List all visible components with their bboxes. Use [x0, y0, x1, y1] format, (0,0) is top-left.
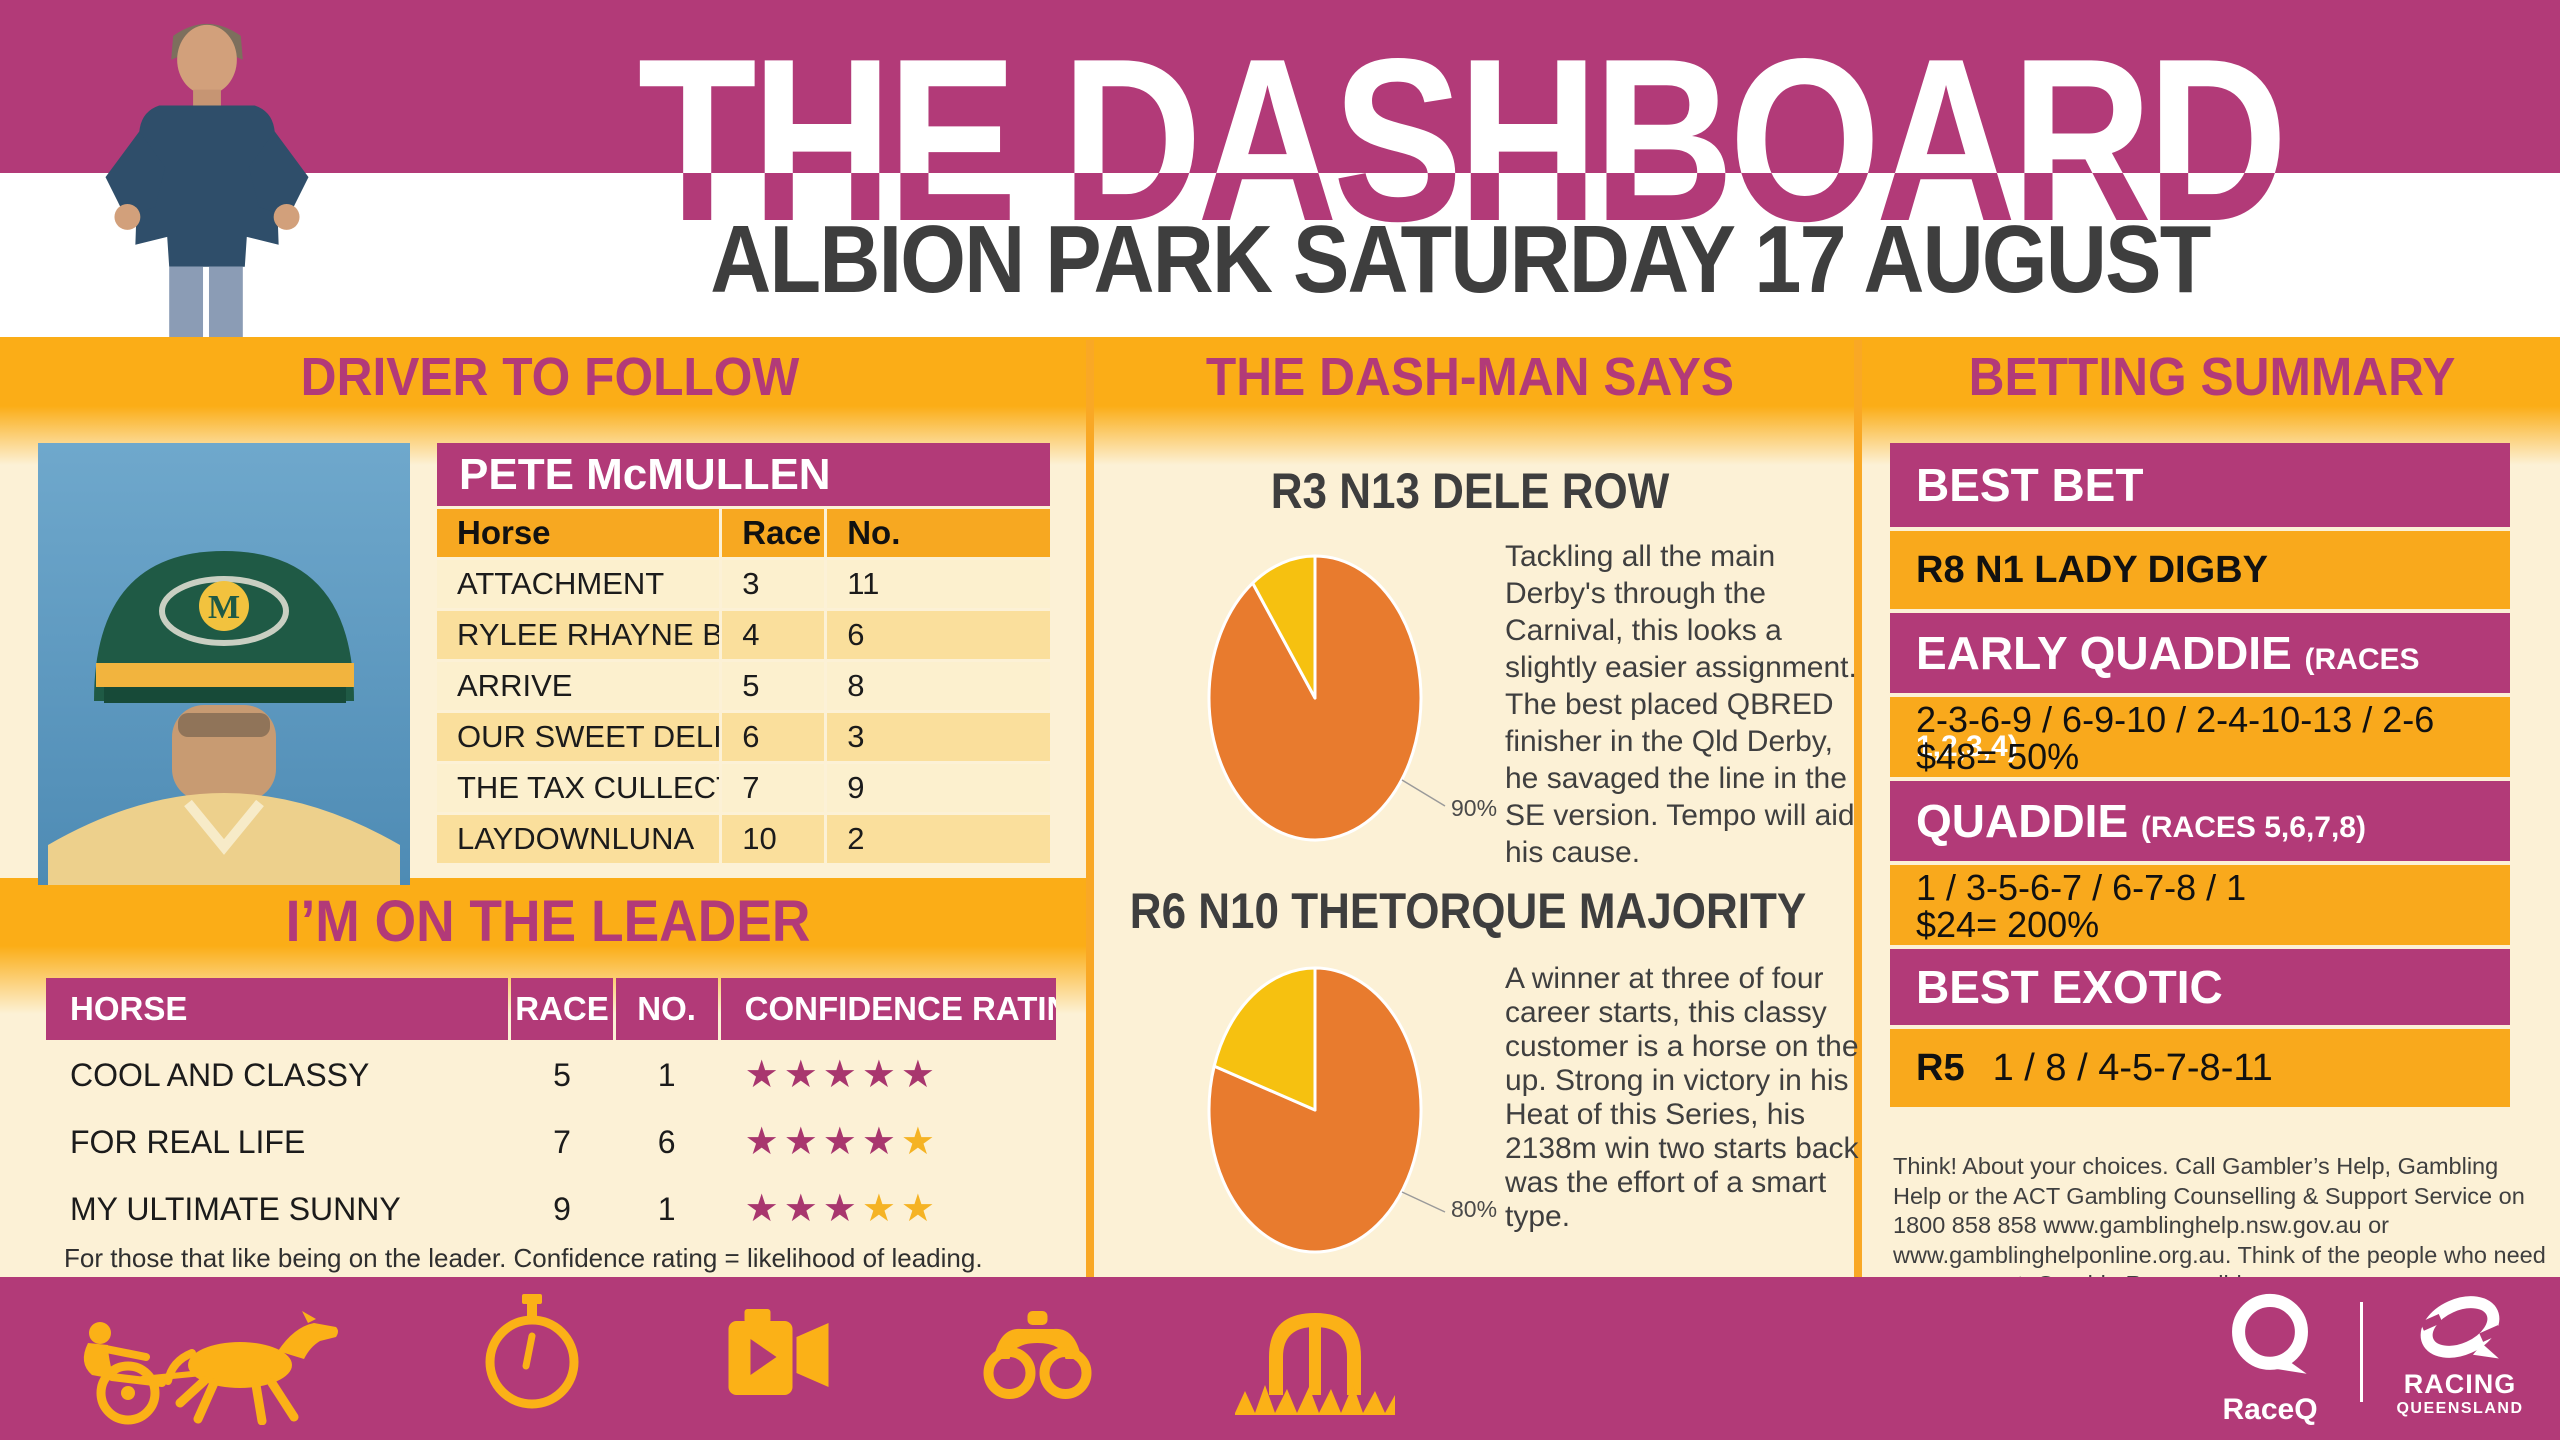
masthead-band — [0, 0, 2560, 173]
column-divider-left — [1086, 340, 1094, 1277]
cell-horse: ARRIVE — [437, 662, 720, 710]
page-title-overflow: THE DASHBOARD — [637, 11, 2287, 270]
best-bet-value: R8 N1 LADY DIGBY — [1890, 531, 2510, 609]
table-row: FOR REAL LIFE 7 6 ★★★★★ — [46, 1110, 1056, 1174]
driver-name: PETE McMULLEN — [437, 443, 1050, 506]
tip-text-1: Tackling all the main Derby's through th… — [1505, 540, 1857, 869]
cell-race: 3 — [722, 560, 825, 608]
col-horse: Horse — [437, 509, 720, 557]
cell-no: 1 — [657, 1191, 676, 1227]
track-arch-icon — [1230, 1295, 1400, 1420]
table-row: COOL AND CLASSY 5 1 ★★★★★ — [46, 1043, 1056, 1107]
stopwatch-icon — [482, 1292, 582, 1417]
best-exotic-label: BEST EXOTIC — [1890, 949, 2510, 1025]
cell-no: 3 — [827, 713, 1050, 761]
cell-race: 7 — [722, 764, 825, 812]
best-exotic-value: R5 1 / 8 / 4-5-7-8-11 — [1890, 1029, 2510, 1107]
table-row: RYLEE RHAYNE BOW 4 6 — [437, 611, 1050, 659]
confidence-rating: ★★★★★ — [744, 1188, 940, 1230]
confidence-rating: ★★★★★ — [744, 1054, 940, 1096]
racing-queensland-label-2: QUEENSLAND — [2396, 1400, 2524, 1417]
early-quaddie-value: 2-3-6-9 / 6-9-10 / 2-4-10-13 / 2-6 $48= … — [1890, 697, 2510, 777]
cell-no: 8 — [827, 662, 1050, 710]
col-race: Race — [722, 509, 825, 557]
raceq-label: RaceQ — [2222, 1393, 2318, 1426]
cell-race: 9 — [553, 1191, 571, 1227]
raceq-logo: RaceQ — [2205, 1290, 2335, 1427]
meeting-subtitle: ALBION PARK SATURDAY 17 AUGUST — [710, 206, 2211, 313]
cell-no: 2 — [827, 815, 1050, 863]
cell-race: 7 — [553, 1124, 571, 1160]
cell-race: 5 — [553, 1057, 571, 1093]
cell-no: 6 — [657, 1124, 676, 1160]
driver-section-title: DRIVER TO FOLLOW — [300, 347, 800, 407]
pie-chart-90 — [1207, 554, 1446, 842]
cell-no: 9 — [827, 764, 1050, 812]
pie-annotation: 90% — [1451, 795, 1498, 821]
dashman-section-title: THE DASH-MAN SAYS — [1205, 347, 1735, 407]
early-quaddie-line1: 2-3-6-9 / 6-9-10 / 2-4-10-13 / 2-6 — [1916, 699, 2435, 740]
col-confidence: CONFIDENCE RATING — [720, 978, 1056, 1040]
table-row: THE TAX CULLECTOR 7 9 — [437, 764, 1050, 812]
betting-section-title: BETTING SUMMARY — [1968, 347, 2456, 407]
table-row: ATTACHMENT 3 11 — [437, 560, 1050, 608]
racing-queensland-logo: RACING QUEENSLAND — [2385, 1290, 2535, 1418]
leader-table-header: HORSE RACE NO. CONFIDENCE RATING — [46, 978, 1056, 1040]
col-race: RACE — [511, 978, 613, 1040]
cell-horse: LAYDOWNLUNA — [437, 815, 720, 863]
quaddie-value: 1 / 3-5-6-7 / 6-7-8 / 1 $24= 200% — [1890, 865, 2510, 945]
cell-horse: FOR REAL LIFE — [70, 1124, 306, 1160]
table-row: MY ULTIMATE SUNNY 9 1 ★★★★★ — [46, 1177, 1056, 1241]
binoculars-icon — [975, 1305, 1100, 1410]
harness-racing-icon — [45, 1295, 355, 1430]
cell-race: 6 — [722, 713, 825, 761]
cell-no: 1 — [657, 1057, 676, 1093]
driver-table: PETE McMULLEN Horse Race No. ATTACHMENT … — [437, 443, 1050, 863]
cell-horse: COOL AND CLASSY — [70, 1057, 370, 1093]
column-divider-right — [1854, 340, 1862, 1277]
page-title: THE DASHBOARD — [637, 11, 2287, 270]
cell-race: 10 — [722, 815, 825, 863]
cell-no: 11 — [827, 560, 1050, 608]
driver-photo: M — [38, 443, 410, 885]
col-no: No. — [827, 509, 1050, 557]
cell-horse: RYLEE RHAYNE BOW — [437, 611, 720, 659]
video-camera-icon — [718, 1305, 843, 1410]
tip-heading-2: R6 N10 THETORQUE MAJORITY — [1129, 883, 1807, 939]
cell-no: 6 — [827, 611, 1050, 659]
pie-chart-80 — [1207, 966, 1446, 1254]
cell-race: 5 — [722, 662, 825, 710]
best-bet-label: BEST BET — [1890, 443, 2510, 527]
quaddie-line1: 1 / 3-5-6-7 / 6-7-8 / 1 — [1916, 867, 2247, 908]
cell-race: 4 — [722, 611, 825, 659]
quaddie-label: QUADDIE (RACES 5,6,7,8) — [1890, 781, 2510, 861]
leader-table: HORSE RACE NO. CONFIDENCE RATING COOL AN… — [46, 975, 1056, 1241]
pie-annotation: 80% — [1451, 1196, 1498, 1222]
leader-section-title: I’M ON THE LEADER — [285, 889, 811, 954]
table-row: ARRIVE 5 8 — [437, 662, 1050, 710]
col-horse: HORSE — [46, 978, 509, 1040]
quaddie-line2: $24= 200% — [1916, 904, 2100, 945]
leader-footnote: For those that like being on the leader.… — [64, 1243, 983, 1273]
betting-summary: BEST BET R8 N1 LADY DIGBY EARLY QUADDIE … — [1890, 443, 2510, 1111]
early-quaddie-label: EARLY QUADDIE (RACES 1,2,3,4) — [1890, 613, 2510, 763]
cell-horse: OUR SWEET DELIGHT — [437, 713, 720, 761]
logo-divider — [2360, 1302, 2363, 1402]
racing-queensland-label-1: RACING — [2403, 1369, 2517, 1399]
col-no: NO. — [615, 978, 718, 1040]
footer-bar: RaceQ RACING QUEENSLAND — [0, 1277, 2560, 1440]
driver-table-header: Horse Race No. — [437, 509, 1050, 557]
confidence-rating: ★★★★★ — [744, 1121, 940, 1163]
table-row: OUR SWEET DELIGHT 6 3 — [437, 713, 1050, 761]
tip-heading-1: R3 N13 DELE ROW — [1270, 463, 1670, 519]
cell-horse: MY ULTIMATE SUNNY — [70, 1191, 401, 1227]
svg-text:M: M — [208, 589, 240, 626]
early-quaddie-line2: $48= 50% — [1916, 736, 2080, 777]
table-row: LAYDOWNLUNA 10 2 — [437, 815, 1050, 863]
tip-text-2: A winner at three of four career starts,… — [1505, 962, 1859, 1233]
cell-horse: ATTACHMENT — [437, 560, 720, 608]
cell-horse: THE TAX CULLECTOR — [437, 764, 720, 812]
